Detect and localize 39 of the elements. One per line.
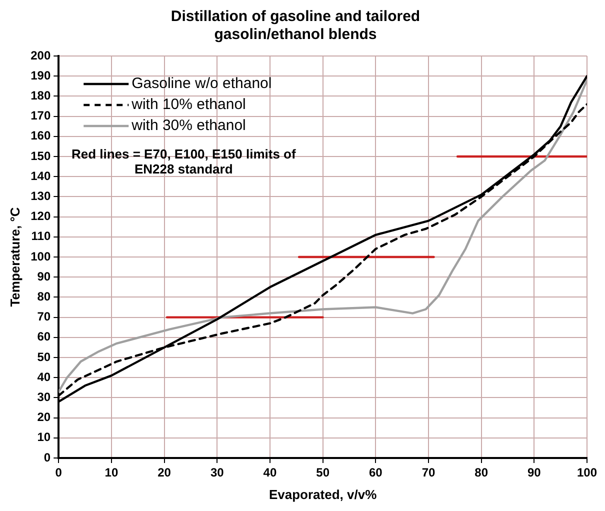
y-tick-label: 130 bbox=[30, 189, 51, 204]
y-tick-label: 80 bbox=[37, 290, 51, 304]
x-tick-label: 40 bbox=[263, 466, 277, 480]
chart-title: Distillation of gasoline and tailored gasolin/ethanol blends bbox=[170, 8, 420, 44]
y-tick-label: 170 bbox=[30, 108, 51, 123]
y-tick-label: 10 bbox=[37, 430, 51, 444]
y-tick-label: 50 bbox=[37, 350, 51, 364]
y-tick-label: 60 bbox=[37, 330, 51, 344]
y-tick-label: 120 bbox=[30, 209, 51, 224]
y-tick-label: 0 bbox=[44, 450, 51, 464]
x-tick-label: 60 bbox=[368, 466, 383, 480]
x-tick-label: 10 bbox=[104, 466, 118, 480]
y-tick-label: 110 bbox=[31, 229, 51, 244]
y-tick-label: 200 bbox=[30, 48, 51, 62]
y-tick-label: 30 bbox=[37, 390, 51, 404]
x-tick-label: 30 bbox=[210, 466, 224, 480]
y-tick-label: 140 bbox=[30, 168, 51, 183]
y-tick-label: 180 bbox=[30, 88, 51, 103]
y-tick-label: 20 bbox=[37, 410, 51, 424]
annotation: Red lines = E70, E100, E150 limits of EN228 standard bbox=[71, 146, 296, 177]
y-tick-label: 190 bbox=[30, 68, 51, 82]
y-axis-title: Temperature, °C bbox=[7, 206, 22, 307]
y-tick-label: 90 bbox=[37, 269, 51, 284]
x-tick-label: 0 bbox=[55, 466, 62, 480]
x-tick-label: 90 bbox=[527, 466, 542, 480]
x-tick-label: 20 bbox=[158, 466, 172, 480]
x-tick-label: 100 bbox=[576, 466, 598, 480]
x-tick-label: 70 bbox=[422, 466, 436, 480]
y-tick-label: 160 bbox=[30, 128, 51, 143]
y-tick-label: 70 bbox=[37, 310, 51, 324]
x-tick-label: 80 bbox=[474, 466, 488, 480]
y-tick-label: 150 bbox=[30, 148, 51, 163]
y-tick-label: 100 bbox=[30, 249, 51, 264]
x-tick-label: 50 bbox=[316, 466, 330, 480]
legend-label: with 10% ethanol bbox=[130, 96, 246, 114]
legend-label: Gasoline w/o ethanol bbox=[132, 75, 272, 92]
y-tick-label: 40 bbox=[37, 370, 51, 384]
x-axis-title: Evaporated, v/v% bbox=[268, 486, 378, 502]
legend-label: with 30% ethanol bbox=[130, 117, 246, 134]
